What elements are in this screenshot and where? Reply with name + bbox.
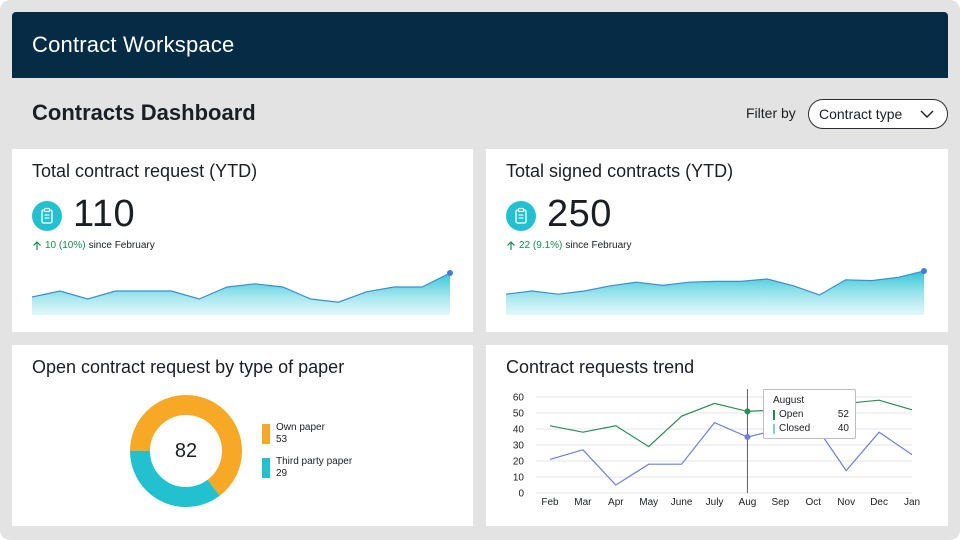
- legend-swatch: [262, 424, 270, 444]
- y-tick-label: 0: [518, 489, 524, 500]
- legend-value: 53: [276, 434, 288, 445]
- total-signed-contracts-card: Total signed contracts (YTD) 250 22 (9.1…: [486, 149, 948, 332]
- x-tick-label: June: [671, 497, 693, 508]
- sparkline: [506, 268, 927, 315]
- contract-type-filter[interactable]: Contract type: [808, 99, 948, 129]
- tooltip-swatch: [773, 409, 775, 420]
- x-tick-label: May: [639, 497, 658, 508]
- arrow-up-icon: [33, 240, 41, 250]
- x-tick-label: Oct: [805, 497, 821, 508]
- card-title: Total signed contracts (YTD): [506, 161, 734, 181]
- kpi-delta-value: 22 (9.1%): [519, 240, 563, 251]
- y-tick-label: 20: [513, 457, 525, 468]
- kpi-delta-suffix: since February: [88, 240, 155, 251]
- y-tick-label: 50: [513, 409, 525, 420]
- x-tick-label: Jan: [904, 497, 920, 508]
- chevron-down-icon: [920, 110, 934, 118]
- kpi-value: 250: [547, 193, 612, 235]
- donut-chart: 82: [130, 395, 242, 507]
- kpi-delta-value: 10 (10%): [45, 240, 86, 251]
- card-title: Open contract request by type of paper: [32, 357, 345, 377]
- kpi-delta: 10 (10%) since February: [32, 240, 155, 251]
- total-contract-request-card: Total contract request (YTD) 110 10 (10%…: [12, 149, 473, 332]
- legend-swatch: [262, 458, 270, 478]
- tooltip-swatch: [773, 423, 775, 434]
- app-header: Contract Workspace: [12, 12, 948, 78]
- x-tick-label: Feb: [541, 497, 559, 508]
- card-title: Total contract request (YTD): [32, 161, 258, 181]
- tooltip-row-name: Open: [779, 409, 804, 420]
- kpi-delta: 22 (9.1%) since February: [506, 240, 632, 251]
- sparkline-area: [506, 271, 924, 315]
- legend-item-third-party-paper: Third party paper 29: [262, 456, 352, 480]
- arrow-up-icon: [507, 240, 515, 250]
- x-tick-label: July: [706, 497, 724, 508]
- legend-item-own-paper: Own paper 53: [262, 422, 325, 446]
- x-tick-label: Nov: [837, 497, 855, 508]
- sparkline-line: [32, 272, 451, 303]
- legend-value: 29: [276, 468, 288, 479]
- series-line-closed: [549, 421, 913, 486]
- card-title: Contract requests trend: [506, 357, 695, 377]
- legend-name: Own paper: [276, 422, 325, 433]
- sparkline-end-point: [921, 268, 927, 274]
- tooltip-title: August: [773, 395, 805, 406]
- sparkline: [32, 270, 453, 315]
- contract-requests-trend-card: Contract requests trend 0 10 20 30 40 50 60 Feb…: [486, 345, 948, 526]
- y-tick-label: 30: [513, 441, 525, 452]
- sparkline-area: [32, 273, 450, 315]
- sparkline-line: [506, 270, 925, 296]
- tooltip-row-open: Open 52: [773, 409, 849, 420]
- series-point-closed: [744, 434, 751, 440]
- app-title: Contract Workspace: [32, 32, 235, 57]
- donut-total: 82: [174, 439, 198, 462]
- clipboard-icon: [506, 201, 536, 231]
- tooltip-row-value: 52: [837, 409, 849, 420]
- y-tick-label: 10: [513, 473, 525, 484]
- chart-tooltip: August Open 52 Closed 40: [763, 389, 856, 439]
- kpi-delta-suffix: since February: [565, 240, 632, 251]
- y-tick-label: 60: [513, 393, 525, 404]
- filter-value: Contract type: [819, 106, 903, 122]
- clipboard-icon: [32, 201, 62, 231]
- series-line-open: [549, 399, 913, 448]
- trend-line-chart: 0 10 20 30 40 50 60 Feb Mar Apr May June July Aug Sep O…: [513, 389, 920, 508]
- y-tick-label: 40: [513, 425, 525, 436]
- tooltip-row-name: Closed: [779, 423, 811, 434]
- sparkline-end-point: [447, 270, 453, 276]
- donut-slice: [130, 395, 242, 507]
- series-point-open: [744, 408, 751, 415]
- tooltip-row-value: 40: [837, 423, 849, 434]
- x-tick-label: Mar: [574, 497, 592, 508]
- filter-label: Filter by: [746, 105, 796, 121]
- kpi-value: 110: [73, 193, 136, 235]
- x-tick-label: Dec: [870, 497, 888, 508]
- x-tick-label: Sep: [771, 497, 789, 508]
- x-tick-label: Aug: [739, 497, 757, 508]
- legend-name: Third party paper: [276, 456, 353, 467]
- paper-type-card: Open contract request by type of paper 8…: [12, 345, 473, 526]
- tooltip-row-closed: Closed 40: [773, 423, 849, 434]
- page-title: Contracts Dashboard: [32, 100, 256, 125]
- x-tick-label: Apr: [608, 497, 624, 508]
